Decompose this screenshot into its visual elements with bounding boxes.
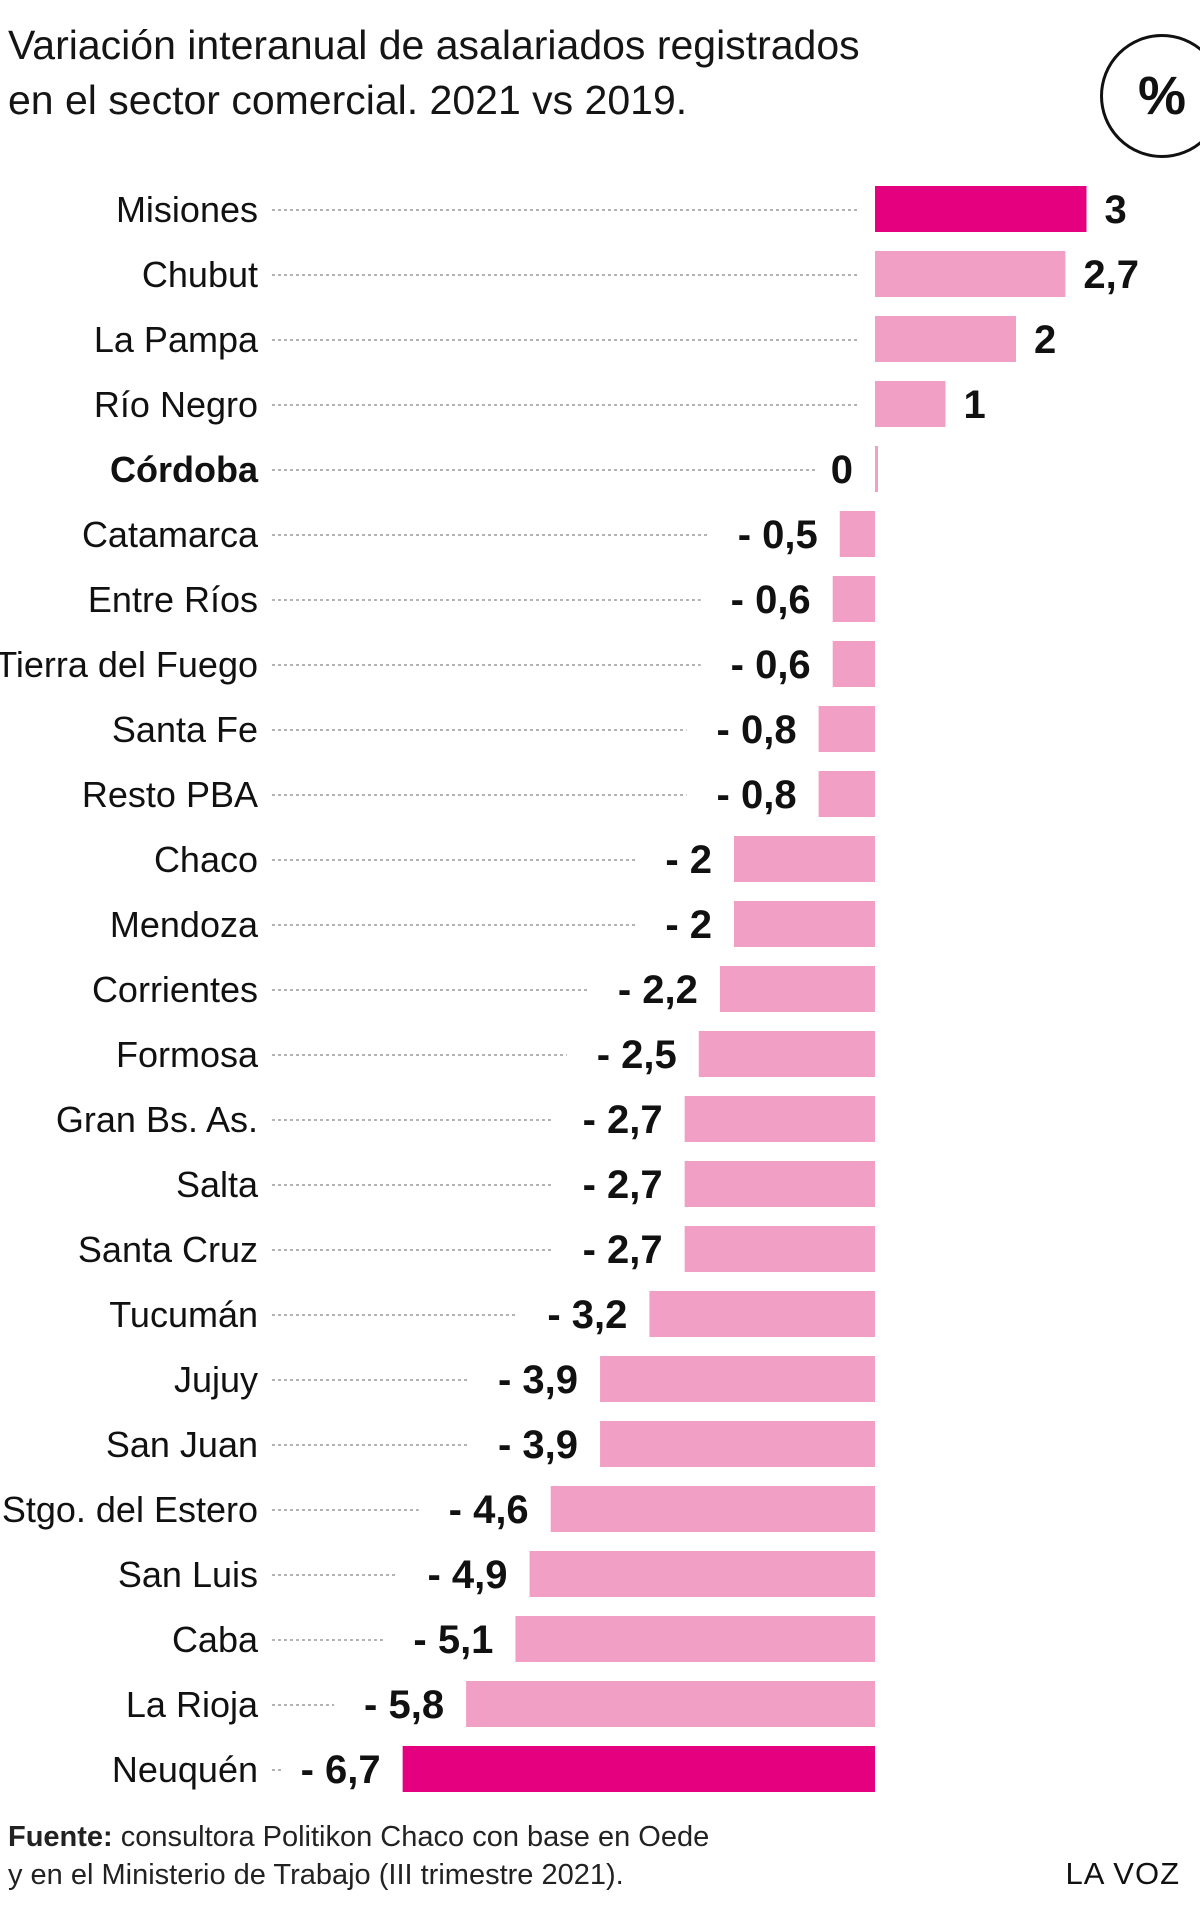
value-label-santa-fe: - 0,8 [717, 708, 797, 752]
category-label-neuquen: Neuquén [112, 1749, 258, 1790]
category-label-santa-fe: Santa Fe [112, 709, 258, 750]
category-label-gran-bs-as: Gran Bs. As. [56, 1099, 258, 1140]
value-label-resto-pba: - 0,8 [717, 773, 797, 817]
value-label-neuquen: - 6,7 [301, 1748, 381, 1792]
value-label-salta: - 2,7 [583, 1163, 663, 1207]
category-label-salta: Salta [176, 1164, 259, 1205]
bar-santa-cruz [684, 1226, 875, 1272]
bar-santa-fe [818, 706, 875, 752]
source-text-2: y en el Ministerio de Trabajo (III trime… [8, 1859, 624, 1891]
chart-title: Variación interanual de asalariados regi… [8, 18, 1048, 128]
category-label-tierra-del-fuego: Tierra del Fuego [0, 644, 258, 685]
value-label-san-luis: - 4,9 [428, 1553, 508, 1597]
category-label-formosa: Formosa [116, 1034, 259, 1075]
category-label-resto-pba: Resto PBA [82, 774, 258, 815]
value-label-formosa: - 2,5 [597, 1033, 677, 1077]
value-label-entre-rios: - 0,6 [731, 578, 811, 622]
bar-chaco [734, 836, 875, 882]
bar-rio-negro [875, 381, 946, 427]
value-label-caba: - 5,1 [413, 1618, 493, 1662]
brand-logo-text: LA VOZ [1065, 1856, 1180, 1891]
bar-san-luis [529, 1551, 875, 1597]
category-label-misiones: Misiones [116, 189, 258, 230]
bar-catamarca [839, 511, 875, 557]
source-text-1: consultora Politikon Chaco con base en O… [120, 1821, 710, 1853]
value-label-gran-bs-as: - 2,7 [583, 1098, 663, 1142]
bar-entre-rios [832, 576, 875, 622]
category-label-chaco: Chaco [154, 839, 258, 880]
category-label-santa-cruz: Santa Cruz [78, 1229, 258, 1270]
bar-tierra-del-fuego [832, 641, 875, 687]
value-label-jujuy: - 3,9 [498, 1358, 578, 1402]
category-label-stgo-del-estero: Stgo. del Estero [2, 1489, 258, 1530]
value-label-tucuman: - 3,2 [547, 1293, 627, 1337]
bar-mendoza [734, 901, 875, 947]
bar-cordoba [875, 446, 878, 492]
value-label-corrientes: - 2,2 [618, 968, 698, 1012]
category-label-la-pampa: La Pampa [94, 319, 259, 360]
category-label-tucuman: Tucumán [109, 1294, 258, 1335]
value-label-chaco: - 2 [665, 838, 712, 882]
category-label-san-luis: San Luis [118, 1554, 258, 1595]
value-label-tierra-del-fuego: - 0,6 [731, 643, 811, 687]
category-label-san-juan: San Juan [106, 1424, 258, 1465]
category-label-cordoba: Córdoba [110, 449, 259, 490]
bar-chubut [875, 251, 1066, 297]
bar-gran-bs-as [684, 1096, 875, 1142]
chart-title-line-2: en el sector comercial. 2021 vs 2019. [8, 77, 688, 123]
source-note: Fuente: consultora Politikon Chaco con b… [8, 1818, 908, 1894]
value-label-la-rioja: - 5,8 [364, 1683, 444, 1727]
bar-la-rioja [466, 1681, 875, 1727]
bar-misiones [875, 186, 1087, 232]
category-label-rio-negro: Río Negro [94, 384, 258, 425]
bar-stgo-del-estero [550, 1486, 875, 1532]
bar-corrientes [719, 966, 875, 1012]
bar-salta [684, 1161, 875, 1207]
value-label-rio-negro: 1 [964, 383, 986, 427]
value-label-santa-cruz: - 2,7 [583, 1228, 663, 1272]
bar-neuquen [402, 1746, 875, 1792]
category-label-chubut: Chubut [142, 254, 258, 295]
chart-title-line-1: Variación interanual de asalariados regi… [8, 22, 860, 68]
value-label-catamarca: - 0,5 [738, 513, 818, 557]
category-label-entre-rios: Entre Ríos [88, 579, 258, 620]
value-label-stgo-del-estero: - 4,6 [449, 1488, 529, 1532]
value-label-san-juan: - 3,9 [498, 1423, 578, 1467]
category-label-la-rioja: La Rioja [126, 1684, 259, 1725]
bar-formosa [698, 1031, 875, 1077]
value-label-la-pampa: 2 [1034, 318, 1056, 362]
value-label-chubut: 2,7 [1083, 253, 1139, 297]
category-label-corrientes: Corrientes [92, 969, 258, 1010]
source-line-1: Fuente: consultora Politikon Chaco con b… [8, 1818, 908, 1856]
bar-tucuman [649, 1291, 875, 1337]
category-label-mendoza: Mendoza [110, 904, 259, 945]
bar-jujuy [600, 1356, 875, 1402]
bar-la-pampa [875, 316, 1016, 362]
value-label-cordoba: 0 [831, 448, 853, 492]
bar-chart: Misiones 3 Chubut 2,7 La Pampa 2 Río Negro 1 Cór… [0, 186, 1139, 1792]
percent-unit-badge: % [1100, 34, 1200, 158]
source-label: Fuente: [8, 1821, 113, 1853]
category-label-jujuy: Jujuy [174, 1359, 258, 1400]
bar-resto-pba [818, 771, 875, 817]
category-label-caba: Caba [172, 1619, 259, 1660]
bar-san-juan [600, 1421, 875, 1467]
category-label-catamarca: Catamarca [82, 514, 259, 555]
value-label-mendoza: - 2 [665, 903, 712, 947]
bar-caba [515, 1616, 875, 1662]
value-label-misiones: 3 [1105, 188, 1127, 232]
